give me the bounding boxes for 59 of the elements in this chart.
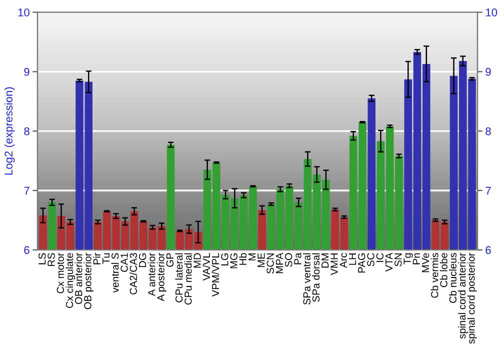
x-tick-label: spinal cord posterior	[467, 252, 477, 344]
y2-tick-label: 6	[486, 246, 491, 254]
x-tick-label: LH	[348, 254, 356, 265]
y-tick-label: 10	[18, 8, 30, 16]
y-tick-label: 9	[24, 68, 30, 76]
x-tick-label: A anterior	[148, 252, 156, 296]
y2-tick-label: 9	[486, 68, 491, 76]
x-tick-label: Tu	[102, 253, 110, 264]
x-tick-label: SCN	[266, 254, 274, 274]
x-tick-label: VTA	[386, 252, 392, 272]
x-tick-label: RS	[48, 253, 55, 266]
x-tick-label: SO	[284, 253, 292, 267]
x-tick-label: SPa dorsal	[312, 253, 320, 302]
x-tick-label: MPA	[276, 252, 283, 274]
y2-tick-label: 7	[486, 186, 491, 195]
x-tick-label: CPu medial	[184, 253, 192, 305]
x-tick-label: spinal cord anterior	[458, 252, 468, 339]
x-tick-label: Pa	[294, 252, 302, 264]
y-tick-label: 6	[24, 246, 30, 254]
x-tick-label: Cb nucleus	[449, 253, 456, 303]
y2-tick-label: 10	[486, 8, 498, 16]
x-tick-label: OB posterior	[84, 252, 94, 310]
x-tick-label: LG	[221, 253, 228, 266]
x-tick-label: PAG	[358, 253, 366, 273]
x-tick-label: Cb lobe	[440, 253, 448, 288]
x-tick-label: Pn	[412, 253, 420, 264]
x-tick-label: VMH	[330, 254, 338, 276]
x-tick-label: SPa ventral	[302, 253, 310, 305]
x-tick-label: Cx motor	[56, 252, 64, 294]
y-axis-title: Log2 (expression)	[4, 87, 15, 175]
x-tick-label: ME	[258, 253, 265, 268]
x-tick-label: CA1	[120, 253, 128, 272]
x-tick-label: MD	[194, 253, 201, 268]
x-tick-label: M	[248, 254, 256, 260]
x-tick-label: Tg	[404, 253, 413, 264]
y-tick-label: 8	[24, 127, 30, 136]
x-tick-label: Cb vermis	[430, 253, 438, 298]
x-tick-label: SC	[367, 253, 374, 266]
x-tick-label: DM	[322, 254, 329, 268]
x-tick-label: VPM/VPL	[212, 253, 220, 297]
x-tick-label: LS	[38, 253, 46, 264]
x-tick-label: OB anterior	[74, 252, 82, 304]
x-tick-label: VA/VL	[202, 253, 210, 281]
y-tick-label: 7	[24, 186, 30, 195]
x-tick-label: MG	[230, 253, 238, 268]
x-tick-label: Hb	[239, 253, 247, 265]
x-tick-label: ventral S	[111, 253, 119, 293]
x-tick-label: MVe	[422, 253, 430, 272]
x-tick-label: DG	[138, 253, 146, 268]
x-tick-label: IC	[376, 253, 384, 262]
y2-tick-label: 8	[486, 127, 491, 136]
x-tick-label: Arc	[340, 252, 347, 268]
x-tick-label: CA2/CA3	[130, 253, 137, 294]
x-tick-label: GP	[166, 253, 174, 267]
x-tick-label: A posterior	[156, 252, 166, 302]
x-tick-label: SN	[394, 254, 402, 266]
x-tick-label: CPu lateral	[175, 253, 183, 302]
x-tick-label: Pir	[93, 252, 100, 264]
x-tick-label: Cx cingulate	[66, 253, 76, 308]
